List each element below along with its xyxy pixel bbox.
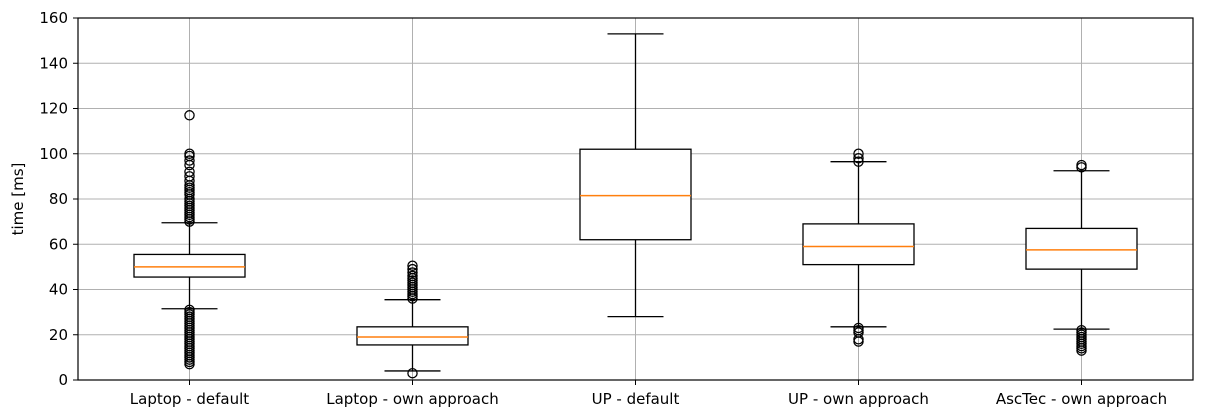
outlier-point	[853, 148, 864, 159]
outlier-point	[184, 358, 195, 370]
x-tick-label: Laptop - default	[130, 390, 249, 408]
outlier-point	[184, 155, 195, 166]
box-4	[802, 148, 915, 347]
x-tick-label: UP - own approach	[788, 390, 929, 408]
box-2	[356, 260, 469, 379]
iqr-box	[1025, 227, 1138, 270]
outlier-point	[184, 159, 195, 171]
y-tick-label: 140	[39, 54, 68, 72]
y-axis-ticks: 0 20 40 60 80 100 120 140 160	[39, 9, 78, 389]
y-tick-label: 60	[49, 235, 68, 253]
x-tick-label: Laptop - own approach	[326, 390, 499, 408]
iqr-box	[133, 253, 246, 278]
x-tick-label: AscTec - own approach	[996, 390, 1167, 408]
y-tick-label: 80	[49, 190, 68, 208]
outlier-point	[184, 216, 195, 227]
outlier-point	[853, 153, 864, 164]
y-tick-label: 20	[49, 326, 68, 344]
box-3	[579, 33, 692, 318]
iqr-box	[802, 223, 915, 266]
outlier-point	[184, 110, 195, 121]
outlier-point	[1076, 162, 1087, 173]
iqr-box	[356, 326, 469, 346]
y-tick-label: 120	[39, 100, 68, 118]
box-series	[133, 33, 1138, 379]
box-5	[1025, 159, 1138, 356]
outlier-point	[1076, 345, 1087, 356]
y-tick-label: 160	[39, 9, 68, 27]
outlier-point	[853, 336, 864, 347]
iqr-box	[579, 148, 692, 241]
y-tick-label: 40	[49, 281, 68, 299]
outlier-point	[407, 367, 418, 379]
y-tick-label: 0	[58, 371, 68, 389]
outlier-point	[407, 260, 418, 271]
y-axis-label: time [ms]	[9, 163, 27, 236]
outlier-point	[853, 156, 864, 167]
x-axis-ticks: Laptop - default Laptop - own approach UP …	[130, 380, 1167, 408]
outlier-point	[407, 293, 418, 304]
outlier-point	[407, 267, 418, 278]
x-tick-label: UP - default	[592, 390, 680, 408]
box-1	[133, 110, 246, 370]
y-tick-label: 100	[39, 145, 68, 163]
